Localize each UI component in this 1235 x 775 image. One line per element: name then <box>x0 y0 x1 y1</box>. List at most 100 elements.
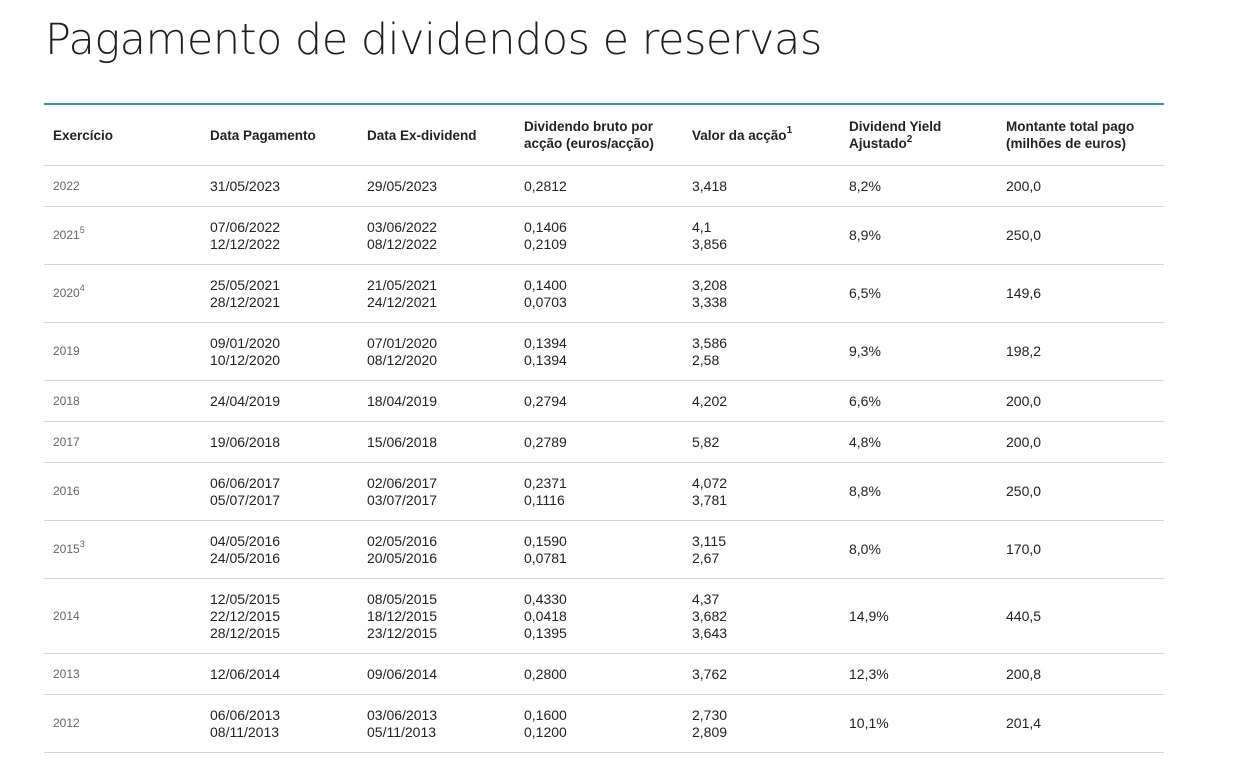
cell-exercicio: 2014 <box>44 578 201 654</box>
cell-dividend-yield: 9,3% <box>840 322 997 381</box>
cell-exercicio: 2013 <box>44 653 201 695</box>
cell-data-ex-dividend: 02/05/2016 20/05/2016 <box>358 520 515 579</box>
table-row: 20204 25/05/2021 28/12/2021 21/05/2021 24/12… <box>44 264 1164 323</box>
year-value: 2015 <box>53 542 80 556</box>
payment-date: 25/05/2021 <box>210 276 281 293</box>
cell-data-pagamento: 12/06/2014 <box>201 653 358 695</box>
footnote-marker: 3 <box>79 539 85 549</box>
year-value: 2019 <box>53 344 80 358</box>
cell-montante-total: 149,6 <box>997 264 1164 323</box>
ex-dividend-date: 07/01/2020 <box>367 334 438 351</box>
footnote-marker: 4 <box>79 283 85 293</box>
share-value: 3,762 <box>692 665 728 682</box>
cell-exercicio: 2019 <box>44 322 201 381</box>
year-value: 2013 <box>53 666 80 681</box>
share-value: 2,67 <box>692 549 720 566</box>
dividends-table: Exercício Data Pagamento Data Ex-dividend D… <box>44 105 1164 753</box>
ex-dividend-date: 15/06/2018 <box>367 433 438 450</box>
cell-montante-total: 200,8 <box>997 653 1164 695</box>
cell-montante-total: 170,0 <box>997 520 1164 579</box>
ex-dividend-date: 08/05/2015 <box>367 590 438 607</box>
ex-dividend-date: 03/07/2017 <box>367 491 438 508</box>
cell-exercicio: 20204 <box>44 264 201 323</box>
cell-montante-total: 440,5 <box>997 578 1164 654</box>
share-value: 3,682 <box>692 607 728 624</box>
header-label: Valor da acção <box>692 127 787 143</box>
dividend-value: 0,4330 <box>524 590 567 607</box>
header-data-ex-dividend: Data Ex-dividend <box>358 105 515 166</box>
payment-date: 06/06/2013 <box>210 706 281 723</box>
ex-dividend-date: 29/05/2023 <box>367 177 438 194</box>
header-label: Montante total pago (milhões de euros) <box>1006 119 1135 151</box>
cell-montante-total: 250,0 <box>997 206 1164 265</box>
cell-data-ex-dividend: 07/01/2020 08/12/2020 <box>358 322 515 381</box>
payment-date: 05/07/2017 <box>210 491 281 508</box>
header-label: Dividend Yield Ajustado <box>849 119 942 151</box>
payment-date: 10/12/2020 <box>210 351 281 368</box>
cell-dividend-yield: 4,8% <box>840 421 997 463</box>
ex-dividend-date: 18/12/2015 <box>367 607 438 624</box>
dividend-value: 0,1600 <box>524 706 567 723</box>
footnote-marker: 5 <box>79 225 85 235</box>
ex-dividend-date: 21/05/2021 <box>367 276 438 293</box>
header-label: Data Ex-dividend <box>367 127 477 143</box>
cell-data-pagamento: 24/04/2019 <box>201 380 358 422</box>
share-value: 4,202 <box>692 392 728 409</box>
cell-dividendo-bruto: 0,2800 <box>515 653 683 695</box>
table-row: 2013 12/06/2014 09/06/2014 0,2800 3,762 12,3%… <box>44 653 1164 695</box>
share-value: 5,82 <box>692 433 720 450</box>
cell-valor-accao: 4,1 3,856 <box>683 206 840 265</box>
payment-date: 04/05/2016 <box>210 532 281 549</box>
dividend-value: 0,1395 <box>524 624 567 641</box>
dividend-value: 0,1400 <box>524 276 567 293</box>
cell-data-ex-dividend: 08/05/2015 18/12/2015 23/12/2015 <box>358 578 515 654</box>
payment-date: 19/06/2018 <box>210 433 281 450</box>
cell-exercicio: 2012 <box>44 694 201 753</box>
header-data-pagamento: Data Pagamento <box>201 105 358 166</box>
payment-date: 31/05/2023 <box>210 177 281 194</box>
share-value: 3,115 <box>692 532 726 549</box>
ex-dividend-date: 05/11/2013 <box>367 723 437 740</box>
cell-data-ex-dividend: 15/06/2018 <box>358 421 515 463</box>
dividend-value: 0,0418 <box>524 607 567 624</box>
cell-montante-total: 201,4 <box>997 694 1164 753</box>
share-value: 3,418 <box>692 177 728 194</box>
cell-valor-accao: 4,072 3,781 <box>683 462 840 521</box>
footnote-marker: 1 <box>786 125 793 136</box>
payment-date: 24/04/2019 <box>210 392 281 409</box>
table-row: 2018 24/04/2019 18/04/2019 0,2794 4,202 6,6% 2… <box>44 380 1164 422</box>
dividend-value: 0,2109 <box>524 235 567 252</box>
ex-dividend-date: 02/06/2017 <box>367 474 438 491</box>
table-row: 2022 31/05/2023 29/05/2023 0,2812 3,418 8,2% 2… <box>44 165 1164 207</box>
ex-dividend-date: 08/12/2022 <box>367 235 438 252</box>
cell-data-ex-dividend: 29/05/2023 <box>358 165 515 207</box>
payment-date: 28/12/2015 <box>210 624 281 641</box>
share-value: 3,208 <box>692 276 728 293</box>
table-body: 2022 31/05/2023 29/05/2023 0,2812 3,418 8,2% 2… <box>44 165 1164 753</box>
share-value: 3,781 <box>692 491 728 508</box>
share-value: 4,072 <box>692 474 728 491</box>
payment-date: 12/06/2014 <box>210 665 281 682</box>
payment-date: 12/05/2015 <box>210 590 281 607</box>
year-value: 2016 <box>53 484 80 498</box>
table-header-row: Exercício Data Pagamento Data Ex-dividend D… <box>44 105 1164 166</box>
cell-valor-accao: 3,418 <box>683 165 840 207</box>
header-label: Data Pagamento <box>210 127 316 143</box>
cell-dividendo-bruto: 0,2371 0,1116 <box>515 462 683 521</box>
cell-data-pagamento: 06/06/2013 08/11/2013 <box>201 694 358 753</box>
cell-dividendo-bruto: 0,1394 0,1394 <box>515 322 683 381</box>
share-value: 2,809 <box>692 723 728 740</box>
dividend-value: 0,1394 <box>524 351 567 368</box>
ex-dividend-date: 03/06/2022 <box>367 218 438 235</box>
cell-exercicio: 20215 <box>44 206 201 265</box>
cell-montante-total: 250,0 <box>997 462 1164 521</box>
header-dividend-yield: Dividend Yield Ajustado2 <box>840 105 997 166</box>
year-value: 2018 <box>53 393 80 408</box>
cell-data-pagamento: 12/05/2015 22/12/2015 28/12/2015 <box>201 578 358 654</box>
cell-montante-total: 200,0 <box>997 165 1164 207</box>
year-value: 2014 <box>53 608 80 623</box>
share-value: 4,37 <box>692 590 720 607</box>
cell-dividend-yield: 8,8% <box>840 462 997 521</box>
table-row: 2019 09/01/2020 10/12/2020 07/01/2020 08/12/… <box>44 322 1164 381</box>
share-value: 3,586 <box>692 334 728 351</box>
